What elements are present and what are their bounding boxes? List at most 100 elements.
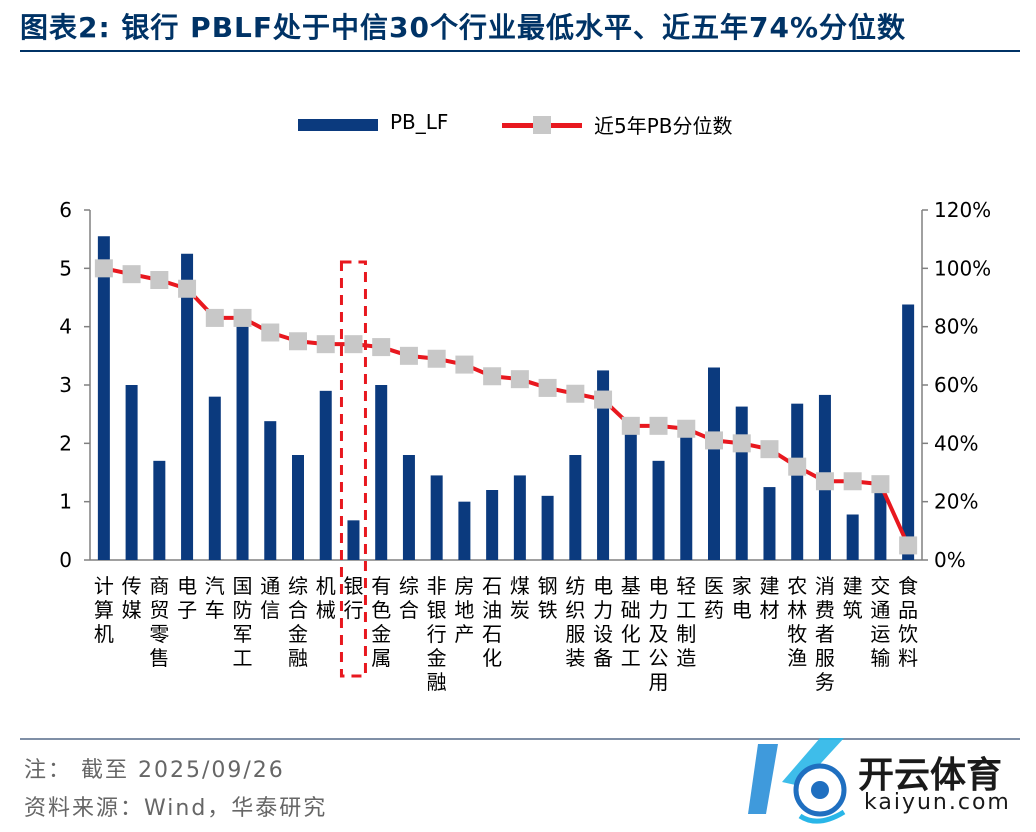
x-tick-label: 有色金属 [371,574,391,670]
percentile-marker-煤炭 [510,370,529,389]
right-tick-label: 120% [934,198,991,222]
highlight-box-bank [339,260,367,678]
bar-电力设备 [597,370,610,560]
bar-家电 [735,406,748,560]
percentile-marker-消费者服务 [815,472,834,491]
bar-有色金属 [375,385,388,560]
percentile-marker-轻工制造 [677,419,696,438]
x-tick-label: 农林牧渔 [787,574,807,670]
bar-传媒 [125,385,138,560]
percentile-marker-非银行金融 [427,349,446,368]
legend-label-percentile: 近5年PB分位数 [594,114,733,138]
left-tick-label: 1 [59,490,72,514]
percentile-marker-商贸零售 [150,271,169,289]
percentile-marker-计算机 [94,259,113,278]
watermark-subtext: kaiyun.com [864,790,1011,815]
chart-title: 图表2: 银行 PBLF处于中信30个行业最低水平、近五年74%分位数 [20,11,906,44]
left-tick-label: 2 [59,431,72,455]
percentile-marker-汽车 [205,308,224,327]
title-divider [20,50,1020,52]
bar-非银行金融 [430,475,443,560]
x-tick-label: 电力及公用 [649,574,669,694]
bar-纺织服装 [569,455,582,560]
percentile-marker-食品饮料 [899,536,918,555]
bar-国防军工 [236,323,249,560]
percentile-marker-综合 [399,346,418,365]
x-tick-label: 综合金融 [288,574,308,670]
x-tick-label: 建材 [759,574,779,622]
bar-银行 [347,520,360,560]
x-tick-label: 机械 [316,574,336,622]
percentile-marker-传媒 [122,265,141,284]
left-tick-label: 4 [59,315,72,339]
bar-综合 [402,455,415,560]
percentile-marker-家电 [732,434,751,453]
percentile-marker-建材 [760,440,779,459]
percentile-marker-银行 [344,335,363,354]
left-tick-label: 5 [59,256,72,280]
x-tick-label: 食品饮料 [898,574,918,670]
x-tick-label: 建筑 [843,574,863,622]
percentile-marker-交通运输 [871,475,890,494]
bar-电力及公用 [652,460,665,560]
left-tick-label: 0 [59,548,72,572]
percentile-marker-钢铁 [538,378,557,397]
x-tick-label: 交通运输 [870,574,890,670]
bar-医药 [708,367,720,560]
x-tick-label: 电子 [177,574,197,622]
bar-计算机 [97,236,110,560]
combo-chart: 01234560%20%40%60%80%100%120%计算机传媒商贸零售电子… [59,198,991,694]
x-tick-label: 商贸零售 [149,574,169,670]
bar-综合金融 [292,455,304,560]
percentile-marker-有色金属 [372,338,391,357]
percentile-marker-综合金融 [289,332,307,351]
x-tick-label: 通信 [260,574,280,622]
x-tick-label: 纺织服装 [565,574,585,670]
bar-石油石化 [486,490,499,560]
right-tick-label: 80% [934,315,978,339]
percentile-marker-基础化工 [621,416,640,435]
watermark-text: 开云体育 [858,755,1003,796]
bar-钢铁 [541,495,554,560]
note-source: 资料来源：Wind，华泰研究 [24,796,328,821]
x-tick-label: 国防军工 [233,574,253,670]
bar-建筑 [846,514,859,560]
bar-基础化工 [624,425,637,560]
bar-交通运输 [874,487,887,560]
percentile-line [103,266,910,547]
bar-机械 [319,390,332,560]
legend-label-pb: PB_LF [390,110,449,134]
bar-建材 [763,487,776,560]
right-tick-label: 100% [934,256,991,280]
percentile-marker-电子 [178,279,197,298]
x-tick-label: 煤炭 [510,574,530,622]
left-tick-label: 6 [59,198,72,222]
x-tick-label: 综合 [399,574,419,622]
x-tick-label: 消费者服务 [815,574,835,694]
bar-通信 [264,421,277,560]
right-tick-label: 0% [934,548,966,572]
bar-食品饮料 [902,304,915,560]
x-tick-label: 电力设备 [593,574,613,670]
percentile-marker-电力及公用 [649,416,668,435]
percentile-marker-建筑 [843,472,862,491]
percentile-marker-电力设备 [594,390,613,409]
x-tick-label: 家电 [732,574,752,622]
bar-煤炭 [513,475,526,560]
x-tick-label: 钢铁 [538,574,558,622]
bar-轻工制造 [680,431,693,560]
percentile-marker-国防军工 [233,308,252,327]
percentile-marker-通信 [261,323,280,342]
left-tick-label: 3 [59,373,72,397]
x-tick-label: 房地产 [454,574,474,646]
bar-电子 [181,253,194,560]
x-tick-label: 非银行金融 [427,574,447,694]
bar-汽车 [208,396,221,560]
x-tick-label: 基础化工 [621,574,641,670]
percentile-marker-石油石化 [483,367,502,386]
bar-房地产 [458,501,471,560]
watermark-logo-icon [748,738,847,824]
right-tick-label: 60% [934,373,978,397]
percentile-marker-医药 [705,431,723,450]
bar-农林牧渔 [791,403,804,560]
